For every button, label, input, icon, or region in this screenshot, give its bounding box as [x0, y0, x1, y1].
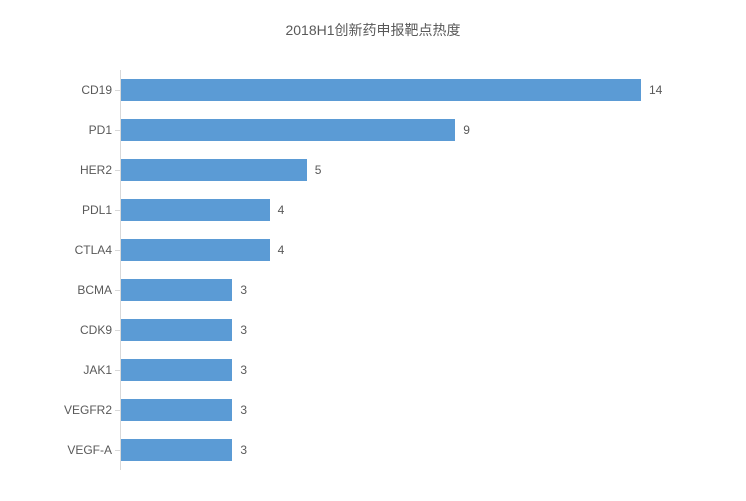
bar-row: VEGF-A3	[120, 430, 680, 470]
bar-value-label: 4	[270, 243, 285, 257]
bar-value-label: 5	[307, 163, 322, 177]
bar-row: VEGFR23	[120, 390, 680, 430]
bar: 3	[121, 359, 232, 381]
bar: 3	[121, 319, 232, 341]
category-label: PDL1	[82, 203, 120, 217]
bar: 3	[121, 279, 232, 301]
chart-container: 2018H1创新药申报靶点热度 CD1914PD19HER25PDL14CTLA…	[0, 0, 746, 501]
bar: 4	[121, 199, 270, 221]
category-label: CDK9	[80, 323, 120, 337]
bar-row: JAK13	[120, 350, 680, 390]
bar-row: HER25	[120, 150, 680, 190]
bar: 3	[121, 439, 232, 461]
category-label: JAK1	[83, 363, 120, 377]
bar-value-label: 4	[270, 203, 285, 217]
bar-value-label: 3	[232, 323, 247, 337]
bar-row: CDK93	[120, 310, 680, 350]
bar-value-label: 3	[232, 443, 247, 457]
bar: 4	[121, 239, 270, 261]
bar-row: BCMA3	[120, 270, 680, 310]
category-label: PD1	[89, 123, 120, 137]
chart-title: 2018H1创新药申报靶点热度	[0, 20, 746, 40]
bar: 3	[121, 399, 232, 421]
bar-row: CTLA44	[120, 230, 680, 270]
bar-value-label: 3	[232, 363, 247, 377]
category-label: VEGF-A	[67, 443, 120, 457]
bar-row: CD1914	[120, 70, 680, 110]
bar: 9	[121, 119, 455, 141]
bar-value-label: 14	[641, 83, 662, 97]
bar-value-label: 3	[232, 283, 247, 297]
category-label: BCMA	[77, 283, 120, 297]
bar-value-label: 9	[455, 123, 470, 137]
category-label: HER2	[80, 163, 120, 177]
category-label: VEGFR2	[64, 403, 120, 417]
bar: 5	[121, 159, 307, 181]
plot-area: CD1914PD19HER25PDL14CTLA44BCMA3CDK93JAK1…	[120, 70, 680, 470]
category-label: CTLA4	[75, 243, 120, 257]
bar-row: PD19	[120, 110, 680, 150]
bar-row: PDL14	[120, 190, 680, 230]
category-label: CD19	[81, 83, 120, 97]
bar-value-label: 3	[232, 403, 247, 417]
bar: 14	[121, 79, 641, 101]
